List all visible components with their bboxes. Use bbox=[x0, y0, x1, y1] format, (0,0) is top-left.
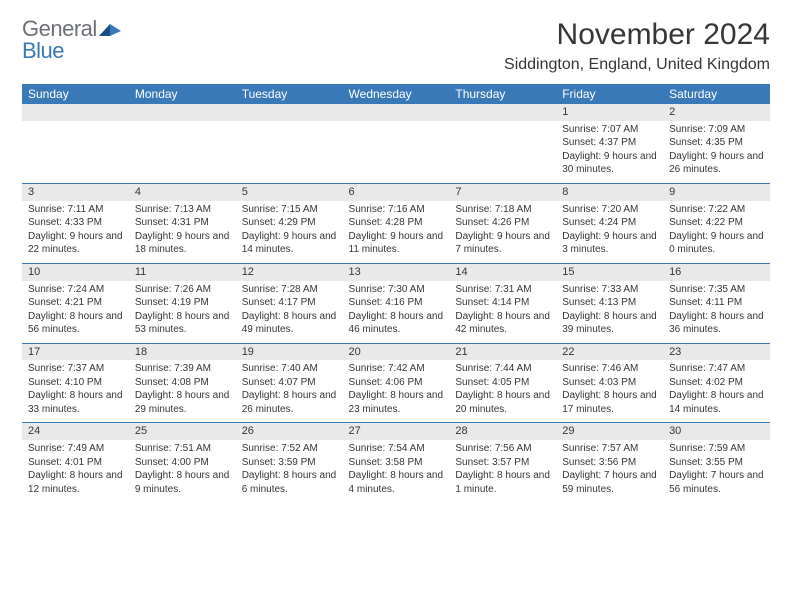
day-detail-cell: Sunrise: 7:59 AMSunset: 3:55 PMDaylight:… bbox=[663, 440, 770, 502]
day-detail-cell: Sunrise: 7:47 AMSunset: 4:02 PMDaylight:… bbox=[663, 360, 770, 423]
day-detail-cell: Sunrise: 7:49 AMSunset: 4:01 PMDaylight:… bbox=[22, 440, 129, 502]
logo: General Blue bbox=[22, 18, 121, 62]
day-number-cell: 26 bbox=[236, 423, 343, 440]
weekday-header: Wednesday bbox=[343, 84, 450, 104]
day-number-cell: 21 bbox=[449, 343, 556, 360]
day-detail-cell: Sunrise: 7:16 AMSunset: 4:28 PMDaylight:… bbox=[343, 201, 450, 264]
day-number-cell: 15 bbox=[556, 263, 663, 280]
day-number-cell: 13 bbox=[343, 263, 450, 280]
day-number-cell: 1 bbox=[556, 104, 663, 121]
day-number-cell: 29 bbox=[556, 423, 663, 440]
day-detail-cell: Sunrise: 7:39 AMSunset: 4:08 PMDaylight:… bbox=[129, 360, 236, 423]
day-detail-cell: Sunrise: 7:54 AMSunset: 3:58 PMDaylight:… bbox=[343, 440, 450, 502]
day-detail-cell: Sunrise: 7:22 AMSunset: 4:22 PMDaylight:… bbox=[663, 201, 770, 264]
day-number-cell: 11 bbox=[129, 263, 236, 280]
day-number-cell: 22 bbox=[556, 343, 663, 360]
day-detail-cell: Sunrise: 7:15 AMSunset: 4:29 PMDaylight:… bbox=[236, 201, 343, 264]
day-number-row: 10111213141516 bbox=[22, 263, 770, 280]
day-number-cell: 10 bbox=[22, 263, 129, 280]
day-detail-cell bbox=[343, 121, 450, 184]
weekday-header: Thursday bbox=[449, 84, 556, 104]
weekday-header: Friday bbox=[556, 84, 663, 104]
day-number-cell: 8 bbox=[556, 183, 663, 200]
day-detail-cell: Sunrise: 7:31 AMSunset: 4:14 PMDaylight:… bbox=[449, 281, 556, 344]
day-number-cell bbox=[236, 104, 343, 121]
day-number-row: 24252627282930 bbox=[22, 423, 770, 440]
day-number-cell: 24 bbox=[22, 423, 129, 440]
day-number-cell: 28 bbox=[449, 423, 556, 440]
day-detail-cell: Sunrise: 7:42 AMSunset: 4:06 PMDaylight:… bbox=[343, 360, 450, 423]
month-title: November 2024 bbox=[504, 18, 770, 52]
header: General Blue November 2024 Siddington, E… bbox=[22, 18, 770, 74]
day-number-cell: 9 bbox=[663, 183, 770, 200]
day-number-cell: 27 bbox=[343, 423, 450, 440]
day-detail-cell: Sunrise: 7:56 AMSunset: 3:57 PMDaylight:… bbox=[449, 440, 556, 502]
day-number-row: 12 bbox=[22, 104, 770, 121]
day-detail-cell: Sunrise: 7:18 AMSunset: 4:26 PMDaylight:… bbox=[449, 201, 556, 264]
day-number-cell: 2 bbox=[663, 104, 770, 121]
day-number-row: 17181920212223 bbox=[22, 343, 770, 360]
day-number-cell: 4 bbox=[129, 183, 236, 200]
day-number-row: 3456789 bbox=[22, 183, 770, 200]
day-detail-cell: Sunrise: 7:33 AMSunset: 4:13 PMDaylight:… bbox=[556, 281, 663, 344]
day-detail-cell: Sunrise: 7:26 AMSunset: 4:19 PMDaylight:… bbox=[129, 281, 236, 344]
weekday-header: Sunday bbox=[22, 84, 129, 104]
day-detail-row: Sunrise: 7:11 AMSunset: 4:33 PMDaylight:… bbox=[22, 201, 770, 264]
day-detail-cell: Sunrise: 7:30 AMSunset: 4:16 PMDaylight:… bbox=[343, 281, 450, 344]
weekday-header: Saturday bbox=[663, 84, 770, 104]
day-number-cell: 16 bbox=[663, 263, 770, 280]
day-detail-cell: Sunrise: 7:20 AMSunset: 4:24 PMDaylight:… bbox=[556, 201, 663, 264]
day-number-cell: 30 bbox=[663, 423, 770, 440]
day-detail-cell: Sunrise: 7:40 AMSunset: 4:07 PMDaylight:… bbox=[236, 360, 343, 423]
day-detail-cell: Sunrise: 7:52 AMSunset: 3:59 PMDaylight:… bbox=[236, 440, 343, 502]
day-number-cell bbox=[129, 104, 236, 121]
logo-text-blue: Blue bbox=[22, 40, 121, 62]
day-number-cell: 23 bbox=[663, 343, 770, 360]
day-detail-cell bbox=[22, 121, 129, 184]
weekday-header: Monday bbox=[129, 84, 236, 104]
day-detail-cell: Sunrise: 7:37 AMSunset: 4:10 PMDaylight:… bbox=[22, 360, 129, 423]
day-number-cell: 7 bbox=[449, 183, 556, 200]
day-number-cell: 25 bbox=[129, 423, 236, 440]
logo-text-general: General bbox=[22, 18, 97, 40]
weekday-header: Tuesday bbox=[236, 84, 343, 104]
day-detail-cell: Sunrise: 7:51 AMSunset: 4:00 PMDaylight:… bbox=[129, 440, 236, 502]
logo-icon bbox=[99, 20, 121, 40]
day-detail-cell: Sunrise: 7:24 AMSunset: 4:21 PMDaylight:… bbox=[22, 281, 129, 344]
day-number-cell bbox=[449, 104, 556, 121]
day-number-cell: 20 bbox=[343, 343, 450, 360]
day-number-cell: 5 bbox=[236, 183, 343, 200]
day-detail-cell: Sunrise: 7:35 AMSunset: 4:11 PMDaylight:… bbox=[663, 281, 770, 344]
day-number-cell: 3 bbox=[22, 183, 129, 200]
day-detail-row: Sunrise: 7:07 AMSunset: 4:37 PMDaylight:… bbox=[22, 121, 770, 184]
day-detail-cell bbox=[449, 121, 556, 184]
day-number-cell bbox=[343, 104, 450, 121]
day-detail-cell: Sunrise: 7:28 AMSunset: 4:17 PMDaylight:… bbox=[236, 281, 343, 344]
day-detail-cell: Sunrise: 7:13 AMSunset: 4:31 PMDaylight:… bbox=[129, 201, 236, 264]
day-detail-row: Sunrise: 7:49 AMSunset: 4:01 PMDaylight:… bbox=[22, 440, 770, 502]
day-detail-cell: Sunrise: 7:07 AMSunset: 4:37 PMDaylight:… bbox=[556, 121, 663, 184]
day-number-cell: 18 bbox=[129, 343, 236, 360]
day-number-cell: 6 bbox=[343, 183, 450, 200]
day-detail-cell: Sunrise: 7:57 AMSunset: 3:56 PMDaylight:… bbox=[556, 440, 663, 502]
day-number-cell: 12 bbox=[236, 263, 343, 280]
day-detail-row: Sunrise: 7:24 AMSunset: 4:21 PMDaylight:… bbox=[22, 281, 770, 344]
weekday-header-row: SundayMondayTuesdayWednesdayThursdayFrid… bbox=[22, 84, 770, 104]
day-detail-row: Sunrise: 7:37 AMSunset: 4:10 PMDaylight:… bbox=[22, 360, 770, 423]
calendar-table: SundayMondayTuesdayWednesdayThursdayFrid… bbox=[22, 84, 770, 502]
day-number-cell: 14 bbox=[449, 263, 556, 280]
day-number-cell: 19 bbox=[236, 343, 343, 360]
day-detail-cell: Sunrise: 7:46 AMSunset: 4:03 PMDaylight:… bbox=[556, 360, 663, 423]
day-number-cell: 17 bbox=[22, 343, 129, 360]
day-detail-cell bbox=[236, 121, 343, 184]
location: Siddington, England, United Kingdom bbox=[504, 56, 770, 74]
day-detail-cell: Sunrise: 7:09 AMSunset: 4:35 PMDaylight:… bbox=[663, 121, 770, 184]
day-detail-cell: Sunrise: 7:44 AMSunset: 4:05 PMDaylight:… bbox=[449, 360, 556, 423]
day-detail-cell bbox=[129, 121, 236, 184]
day-number-cell bbox=[22, 104, 129, 121]
day-detail-cell: Sunrise: 7:11 AMSunset: 4:33 PMDaylight:… bbox=[22, 201, 129, 264]
